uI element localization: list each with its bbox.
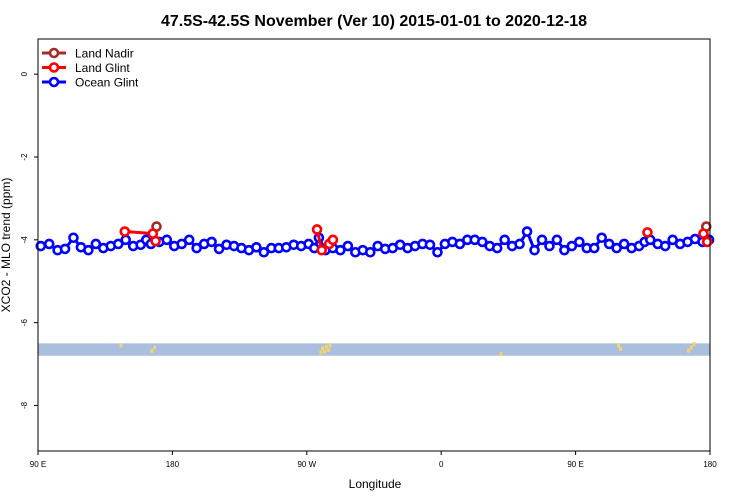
land-mark-3 bbox=[319, 350, 323, 355]
point-ocean-glint-0-11 bbox=[120, 234, 132, 246]
x-tick-label-1: 180 bbox=[166, 460, 180, 469]
point-ocean-glint-0-73 bbox=[574, 236, 585, 248]
x-tick-label-5: 180 bbox=[703, 460, 717, 469]
series-ocean-glint bbox=[35, 226, 715, 258]
land-mark-14 bbox=[692, 342, 696, 347]
land-mark-5 bbox=[323, 349, 327, 354]
point-ocean-glint-0-69 bbox=[544, 240, 555, 252]
point-ocean-glint-0-42 bbox=[342, 240, 354, 252]
point-ocean-glint-0-62 bbox=[491, 242, 503, 254]
series-land-nadir bbox=[151, 221, 712, 232]
point-ocean-glint-0-77 bbox=[603, 238, 615, 250]
point-ocean-glint-0-24 bbox=[213, 243, 225, 255]
point-ocean-glint-0-4 bbox=[68, 232, 79, 244]
point-land-glint-3-0 bbox=[698, 228, 709, 239]
x-tick-label-4: 90 E bbox=[567, 460, 583, 469]
point-ocean-glint-0-30 bbox=[258, 246, 270, 258]
point-ocean-glint-0-57 bbox=[454, 238, 466, 250]
point-land-glint-2-0 bbox=[642, 227, 653, 238]
land-mark-9 bbox=[499, 352, 503, 357]
point-ocean-glint-0-71 bbox=[559, 244, 570, 256]
series-layer bbox=[35, 221, 715, 258]
y-tick-label-3: -6 bbox=[20, 319, 29, 327]
point-ocean-glint-0-21 bbox=[191, 242, 202, 254]
point-ocean-glint-0-65 bbox=[514, 238, 525, 250]
land-mark-1 bbox=[150, 348, 154, 353]
y-axis-label: XCO2 - MLO trend (ppm) bbox=[0, 178, 13, 313]
point-ocean-glint-0-54 bbox=[432, 246, 443, 258]
land-mark-8 bbox=[328, 343, 332, 348]
series-land-glint bbox=[119, 224, 713, 256]
y-tick-label-0: 0 bbox=[20, 71, 29, 76]
y-tick-label-2: -4 bbox=[20, 236, 29, 244]
point-ocean-glint-0-10 bbox=[112, 238, 124, 250]
legend-marker-land-nadir bbox=[48, 47, 60, 59]
point-ocean-glint-0-1 bbox=[43, 238, 55, 250]
y-tick-label-1: -2 bbox=[20, 153, 29, 161]
legend-marker-ocean-glint bbox=[48, 76, 60, 88]
point-ocean-glint-0-29 bbox=[251, 241, 262, 253]
legend-marker-land-glint bbox=[48, 62, 60, 73]
point-ocean-glint-0-3 bbox=[59, 243, 71, 255]
point-land-glint-1-3 bbox=[327, 234, 339, 246]
point-ocean-glint-0-75 bbox=[588, 242, 600, 254]
point-ocean-glint-0-53 bbox=[424, 239, 436, 251]
x-tick-label-3: 0 bbox=[439, 460, 444, 469]
land-band bbox=[38, 342, 710, 357]
y-axis-ticks: 0 -2 -4 -6 -8 bbox=[20, 71, 38, 409]
point-ocean-glint-0-17 bbox=[161, 234, 173, 246]
legend-label-land-nadir: Land Nadir bbox=[75, 47, 134, 61]
legend-label-ocean-glint: Ocean Glint bbox=[75, 76, 139, 90]
point-land-glint-1-1 bbox=[316, 244, 328, 256]
x-tick-label-0: 90 E bbox=[30, 460, 46, 469]
point-land-glint-3-1 bbox=[701, 236, 713, 248]
y-tick-label-4: -8 bbox=[20, 401, 29, 409]
land-mark-0 bbox=[119, 343, 123, 348]
point-ocean-glint-0-19 bbox=[176, 238, 188, 250]
point-ocean-glint-0-23 bbox=[206, 236, 217, 248]
point-land-glint-1-0 bbox=[311, 224, 323, 235]
point-ocean-glint-0-41 bbox=[335, 244, 346, 256]
legend-label-land-glint: Land Glint bbox=[75, 61, 130, 75]
point-ocean-glint-0-7 bbox=[90, 238, 102, 250]
x-tick-label-2: 90 W bbox=[297, 460, 316, 469]
point-ocean-glint-0-72 bbox=[566, 240, 578, 252]
point-ocean-glint-0-6 bbox=[83, 244, 94, 256]
point-land-glint-0-0 bbox=[119, 226, 131, 237]
land-mark-13 bbox=[689, 345, 693, 350]
land-mark-10 bbox=[617, 343, 621, 348]
x-axis-label: Longitude bbox=[349, 477, 402, 491]
land-mark-11 bbox=[618, 346, 622, 351]
point-ocean-glint-0-20 bbox=[183, 234, 195, 246]
point-ocean-glint-0-85 bbox=[659, 240, 671, 252]
land-mark-12 bbox=[687, 348, 691, 353]
plot-frame bbox=[37, 38, 711, 452]
point-ocean-glint-0-68 bbox=[536, 234, 548, 246]
point-ocean-glint-0-79 bbox=[618, 238, 630, 250]
chart-title: 47.5S-42.5S November (Ver 10) 2015-01-01… bbox=[161, 13, 587, 30]
land-mark-6 bbox=[324, 344, 328, 349]
point-ocean-glint-0-60 bbox=[476, 236, 488, 248]
land-mark-7 bbox=[326, 347, 330, 352]
land-mark-2 bbox=[153, 345, 157, 350]
point-ocean-glint-0-76 bbox=[596, 232, 608, 244]
x-axis-ticks: 90 E 180 90 W 0 90 E 180 bbox=[30, 451, 717, 469]
land-mark-4 bbox=[321, 346, 325, 351]
ocean-band bbox=[38, 343, 710, 356]
point-ocean-glint-0-86 bbox=[667, 234, 678, 246]
point-ocean-glint-0-63 bbox=[499, 234, 510, 246]
point-ocean-glint-0-66 bbox=[521, 226, 533, 237]
point-ocean-glint-0-78 bbox=[611, 242, 622, 254]
point-ocean-glint-0-67 bbox=[529, 244, 540, 256]
point-land-glint-0-2 bbox=[150, 235, 161, 247]
point-ocean-glint-0-70 bbox=[551, 234, 563, 246]
point-ocean-glint-0-45 bbox=[364, 246, 376, 258]
